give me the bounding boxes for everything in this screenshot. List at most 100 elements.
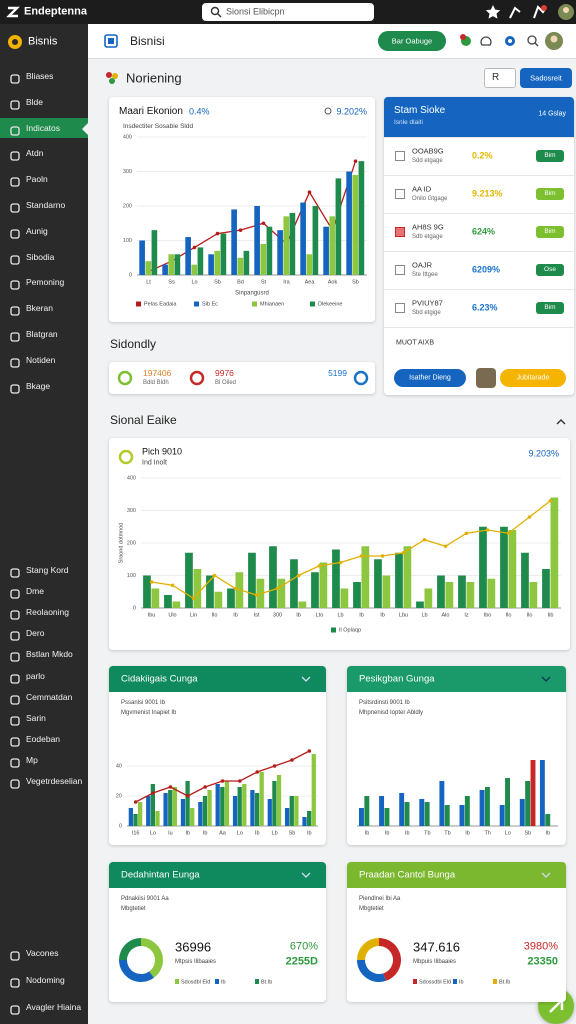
- search-icon: [324, 107, 332, 115]
- stocks-button[interactable]: Jubitarade: [500, 369, 566, 387]
- icon: [10, 716, 20, 726]
- x-tick-label: Lo: [237, 830, 243, 836]
- sidebar-item[interactable]: Blatgran: [26, 328, 58, 339]
- sidebar-item[interactable]: Bkeran: [26, 302, 53, 313]
- bar: [539, 760, 545, 826]
- icon: [10, 610, 20, 620]
- stocks-more: MUOT AIXB: [396, 339, 434, 347]
- checkbox[interactable]: [395, 303, 405, 313]
- icon-shape: [10, 978, 20, 988]
- select-box[interactable]: R: [484, 68, 516, 88]
- checkbox[interactable]: [395, 189, 405, 199]
- icon: [10, 177, 20, 187]
- x-tick-label: Lo: [150, 830, 156, 836]
- bar: [277, 230, 283, 275]
- chart-title: Maari Ekonion: [119, 106, 183, 117]
- sidebar-item[interactable]: Bkage: [26, 380, 51, 391]
- checkbox[interactable]: [395, 265, 405, 275]
- stock-badge[interactable]: Bim: [536, 188, 564, 200]
- ring: [189, 370, 205, 386]
- sidebar-item[interactable]: Sarin: [26, 712, 46, 723]
- sidebar-item[interactable]: Notiden: [26, 354, 56, 365]
- sidebar-item[interactable]: parlo: [26, 670, 45, 681]
- line-point: [254, 593, 259, 597]
- header-button[interactable]: Bar Oabuge: [378, 31, 446, 51]
- bar: [283, 216, 290, 275]
- sidebar-item[interactable]: Atdn: [26, 148, 44, 159]
- sidebar-item[interactable]: Aunig: [26, 225, 48, 236]
- icon: [10, 978, 20, 988]
- checkbox[interactable]: [395, 227, 405, 237]
- sidebar-item[interactable]: Vacones: [26, 947, 59, 958]
- sidebar-item[interactable]: Bliases: [26, 70, 54, 81]
- icon: [10, 229, 20, 239]
- stock-badge[interactable]: Bim: [536, 226, 564, 238]
- line-point: [353, 159, 358, 163]
- sidebar-item[interactable]: Vegetrdeselian: [26, 775, 83, 786]
- search-box[interactable]: [202, 3, 374, 21]
- ring: [353, 370, 369, 386]
- row-divider: [384, 213, 574, 214]
- select-value: R: [492, 72, 500, 83]
- bar: [267, 799, 272, 826]
- bar: [542, 569, 550, 608]
- stock-badge[interactable]: Bim: [536, 150, 564, 162]
- icon-shape: [10, 694, 20, 705]
- bar: [352, 174, 359, 275]
- bar: [164, 595, 172, 608]
- sidebar-item[interactable]: Stang Kord: [26, 564, 69, 575]
- sidebar-item[interactable]: Mp: [26, 754, 38, 765]
- stock-badge[interactable]: Ose: [536, 264, 564, 276]
- sidebar-item[interactable]: Nodoming: [26, 974, 65, 985]
- sidebar-icon: [10, 649, 20, 663]
- card-subtitle: Pdnakiisi 9001 Aa: [121, 896, 169, 902]
- bar: [416, 601, 424, 608]
- bar: [193, 569, 202, 608]
- bar: [197, 247, 204, 275]
- sidebar-item[interactable]: Pemoning: [26, 277, 65, 288]
- sidebar-item[interactable]: Eodeban: [26, 733, 61, 744]
- bar: [444, 805, 450, 826]
- bar: [254, 206, 260, 275]
- line-point: [296, 573, 301, 578]
- action-button[interactable]: Sadosreit: [520, 68, 572, 88]
- chart-card: Ib Ib Ib Tb Tb Ib Th Lo Sb Ib Pesikgban Gunga Psits…: [347, 666, 566, 845]
- x-tick-label: Ilo: [527, 612, 533, 618]
- sidebar-item[interactable]: Dme: [26, 585, 44, 596]
- bar: [172, 601, 181, 608]
- sidebar-item[interactable]: Cemmatdan: [26, 691, 73, 702]
- sidebar-item[interactable]: Dero: [26, 628, 45, 639]
- card-header: [347, 862, 566, 888]
- checkbox[interactable]: [395, 151, 405, 161]
- icon-shape: [10, 716, 20, 726]
- sidebar-item[interactable]: Bstlan Mkdo: [26, 649, 73, 660]
- legend-swatch: [493, 979, 497, 984]
- top-icons[interactable]: [482, 2, 576, 22]
- bar: [143, 575, 151, 608]
- sidebar-item[interactable]: Blde: [26, 96, 44, 107]
- sidebar-item[interactable]: Avagler Hiaina: [26, 1001, 82, 1012]
- card-note: Mgvmenist Inapiet Ib: [121, 710, 177, 716]
- header-icons[interactable]: [454, 30, 564, 52]
- sidebar-item[interactable]: Standarno: [26, 199, 66, 210]
- sidebar-icon: [10, 671, 20, 684]
- sidebar-item[interactable]: Paoln: [26, 173, 48, 184]
- stocks-button[interactable]: Isather Dieng: [394, 369, 466, 387]
- sidebar-title: Bisnis: [28, 35, 58, 48]
- bar: [174, 254, 181, 275]
- line-point: [261, 221, 266, 226]
- sidebar-item[interactable]: Sibodia: [26, 251, 55, 262]
- sidebar-logo: [8, 35, 22, 49]
- bar: [332, 549, 340, 608]
- stocks-subtitle: Isnle dlaiti: [394, 118, 423, 126]
- sidebar-item[interactable]: Indicatos: [26, 122, 61, 133]
- icon: [10, 254, 20, 265]
- bar: [307, 811, 312, 826]
- stock-sub: Sdb etgage: [412, 234, 443, 240]
- sidebar-item[interactable]: Reolaoning: [26, 606, 70, 617]
- x-tick-label: Sb: [352, 279, 359, 285]
- bar: [243, 250, 250, 275]
- icon: [10, 306, 20, 316]
- stock-badge[interactable]: Bim: [536, 302, 564, 314]
